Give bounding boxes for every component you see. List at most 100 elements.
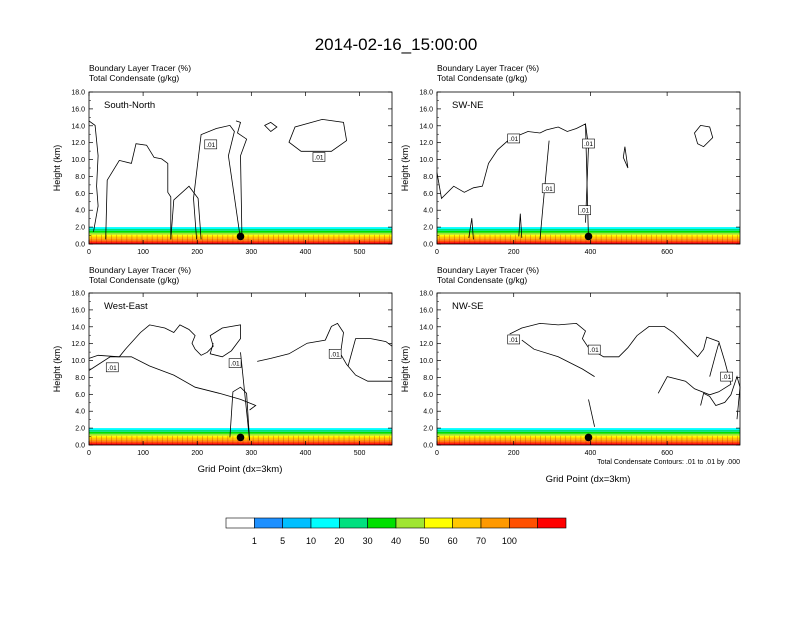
- condensate-contour: [288, 118, 348, 152]
- x-tick-label: 500: [354, 450, 366, 457]
- condensate-contour: [105, 143, 172, 240]
- condensate-contour: [170, 185, 202, 240]
- contour-label-box: [582, 138, 595, 149]
- y-tick-label: 16.0: [71, 307, 85, 314]
- y-tick-label: 0.0: [75, 242, 85, 249]
- panel-label-tracer: Boundary Layer Tracer (%): [437, 63, 539, 73]
- y-tick-label: 6.0: [75, 392, 85, 399]
- colorbar: 1 5 10 20 30 40 50 60 70 100: [225, 517, 567, 546]
- y-axis-label: Height (km): [400, 346, 410, 393]
- y-tick-label: 4.0: [423, 208, 433, 215]
- contour-label-box: [541, 183, 555, 194]
- condensate-contour: [257, 322, 392, 382]
- condensate-contour: [88, 324, 241, 359]
- panel-title: NW-SE: [452, 301, 484, 312]
- panel-label-condensate: Total Condensate (g/kg): [89, 275, 179, 285]
- location-marker: [584, 232, 593, 241]
- colorbar-label: 60: [448, 536, 458, 546]
- x-tick-label: 100: [137, 249, 149, 256]
- colorbar-label: 30: [363, 536, 373, 546]
- condensate-contour: [521, 339, 595, 377]
- plot-frame: [88, 292, 393, 446]
- colorbar-segment: [282, 517, 312, 529]
- y-tick-label: 4.0: [75, 208, 85, 215]
- boundary-layer-band: [437, 242, 740, 244]
- y-axis-label: Height (km): [52, 145, 62, 192]
- condensate-contour: [264, 121, 278, 133]
- contour-label-box: [204, 139, 218, 150]
- contour-label-box: [587, 344, 601, 355]
- contour-note: Total Condensate Contours: .01 to .01 by…: [597, 459, 740, 466]
- panel-label-tracer: Boundary Layer Tracer (%): [437, 265, 539, 275]
- y-tick-label: 16.0: [71, 106, 85, 113]
- colorbar-segment: [452, 517, 482, 529]
- y-tick-label: 0.0: [423, 443, 433, 450]
- contour-label: .01: [584, 141, 593, 148]
- y-tick-label: 8.0: [423, 375, 433, 382]
- x-tick-label: 400: [300, 450, 312, 457]
- colorbar-segment: [254, 517, 283, 529]
- panel-west-east: Boundary Layer Tracer (%) Total Condensa…: [52, 265, 393, 475]
- condensate-contour: [518, 213, 523, 238]
- y-tick-label: 16.0: [419, 106, 433, 113]
- boundary-layer-band: [437, 240, 740, 243]
- boundary-layer-band: [437, 441, 740, 444]
- panel-south-north: Boundary Layer Tracer (%) Total Condensa…: [52, 63, 393, 256]
- y-tick-label: 18.0: [419, 90, 433, 97]
- colorbar-segment: [509, 517, 538, 529]
- x-tick-label: 0: [435, 249, 439, 256]
- panel-label-condensate: Total Condensate (g/kg): [89, 73, 179, 83]
- boundary-layer-band: [89, 443, 392, 445]
- boundary-layer-band: [437, 443, 740, 445]
- condensate-contour: [235, 120, 248, 240]
- condensate-contour: [347, 338, 393, 367]
- contour-label: .01: [331, 351, 340, 358]
- contour-label: .01: [722, 374, 731, 381]
- y-tick-label: 8.0: [75, 174, 85, 181]
- y-tick-label: 18.0: [71, 291, 85, 298]
- x-tick-label: 200: [508, 450, 520, 457]
- colorbar-segment: [367, 517, 397, 529]
- y-tick-label: 12.0: [419, 140, 433, 147]
- y-tick-label: 6.0: [423, 191, 433, 198]
- contour-label-box: [105, 362, 119, 373]
- y-tick-label: 8.0: [75, 375, 85, 382]
- y-tick-label: 14.0: [71, 123, 85, 130]
- plot-frame: [436, 91, 741, 245]
- x-tick-label: 200: [191, 249, 203, 256]
- y-tick-label: 0.0: [75, 443, 85, 450]
- boundary-layer-band: [89, 230, 392, 233]
- condensate-contour: [88, 356, 257, 411]
- colorbar-label: 50: [419, 536, 429, 546]
- y-tick-label: 18.0: [71, 90, 85, 97]
- panel-label-tracer: Boundary Layer Tracer (%): [89, 265, 191, 275]
- y-tick-label: 12.0: [71, 341, 85, 348]
- y-tick-label: 6.0: [75, 191, 85, 198]
- condensate-contour: [88, 120, 99, 232]
- panel-title: SW-NE: [452, 100, 484, 111]
- boundary-layer-band: [89, 240, 392, 243]
- y-tick-label: 10.0: [419, 157, 433, 164]
- x-tick-label: 100: [137, 450, 149, 457]
- colorbar-segment: [480, 517, 510, 529]
- panel-label-condensate: Total Condensate (g/kg): [437, 275, 527, 285]
- plot-area: .01 .01 .01 .01 0.0 2.0 4.0 6.0 8.0 10.0 12.0 14.0 1…: [419, 90, 741, 256]
- contour-label-box: [720, 371, 733, 382]
- y-tick-label: 2.0: [75, 426, 85, 433]
- colorbar-label: 40: [391, 536, 401, 546]
- figure-title: 2014-02-16_15:00:00: [315, 35, 478, 54]
- colorbar-segment: [395, 517, 425, 529]
- colorbar-segment: [339, 517, 368, 529]
- contour-label: .01: [509, 136, 518, 143]
- contour-label-box: [312, 152, 326, 162]
- contour-label: .01: [314, 155, 323, 162]
- x-tick-label: 400: [300, 249, 312, 256]
- boundary-layer-band: [437, 428, 740, 430]
- colorbar-segment: [537, 517, 567, 529]
- condensate-contour: [193, 124, 241, 240]
- y-tick-label: 18.0: [419, 291, 433, 298]
- x-tick-label: 300: [245, 450, 257, 457]
- x-tick-label: 200: [508, 249, 520, 256]
- colorbar-segment: [310, 517, 340, 529]
